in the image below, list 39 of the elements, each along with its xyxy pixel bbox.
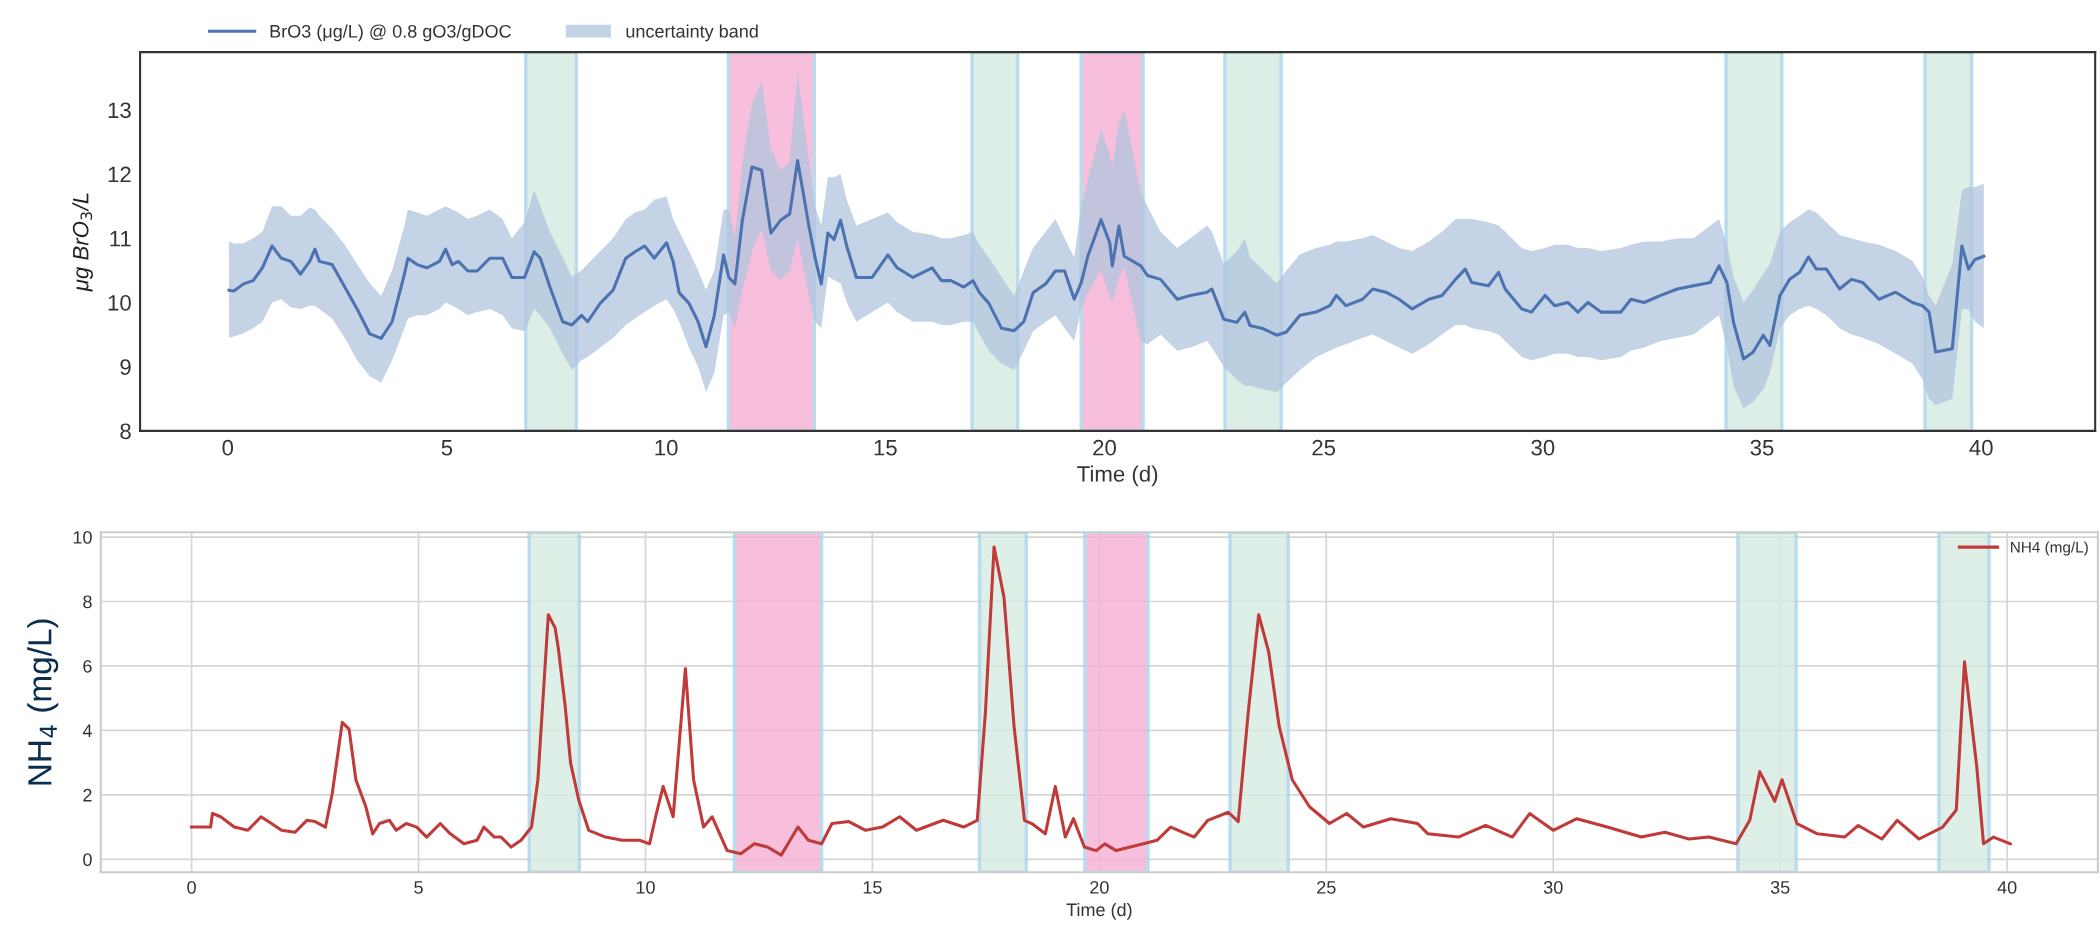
x-tick-label: 30 [1543, 881, 1563, 894]
y-axis-title: μg BrO$_{3}$/L [72, 193, 93, 292]
x-tick-label: 5 [441, 440, 453, 456]
x-tick-label: 0 [187, 881, 196, 894]
legend-label: uncertainty band [626, 24, 758, 42]
y-tick-label: 4 [82, 724, 92, 737]
line-series [190, 545, 2012, 857]
x-tick-label: 10 [636, 881, 655, 894]
y-tick-label: 6 [83, 659, 92, 673]
x-tick-label: 5 [414, 881, 423, 894]
x-tick-label: 35 [1750, 439, 1774, 456]
line-series [227, 159, 1986, 361]
y-tick-label: 12 [108, 166, 131, 183]
x-tick-label: 35 [1770, 881, 1790, 894]
x-tick-label: 0 [222, 439, 234, 456]
x-tick-label: 20 [1093, 439, 1116, 456]
y-tick-label: 0 [83, 853, 92, 867]
y-axis-title: NH$_{4}$ (mg/L) [27, 619, 59, 785]
x-axis-title: Time (d) [1077, 465, 1158, 487]
legend-label: BrO3 (μg/L) @ 0.8 gO3/gDOC [270, 24, 511, 42]
x-tick-label: 15 [863, 881, 882, 894]
y-tick-label: 9 [120, 359, 131, 375]
x-tick-label: 15 [874, 440, 897, 456]
x-tick-label: 40 [1969, 439, 1993, 456]
x-tick-label: 20 [1090, 881, 1109, 894]
x-tick-label: 25 [1312, 439, 1336, 456]
y-tick-label: 10 [73, 530, 92, 544]
x-tick-label: 10 [655, 439, 678, 456]
x-tick-label: 30 [1531, 439, 1555, 456]
x-axis-title: Time (d) [1066, 902, 1132, 920]
y-tick-label: 8 [83, 595, 92, 609]
y-tick-label: 13 [108, 102, 131, 119]
y-tick-label: 10 [108, 295, 131, 311]
x-tick-label: 25 [1317, 881, 1336, 894]
x-tick-label: 40 [1997, 881, 2017, 894]
legend-label: NH4 (mg/L) [2011, 541, 2088, 556]
y-tick-label: 2 [83, 788, 92, 802]
y-tick-label: 11 [110, 231, 131, 247]
y-tick-label: 8 [120, 423, 131, 440]
